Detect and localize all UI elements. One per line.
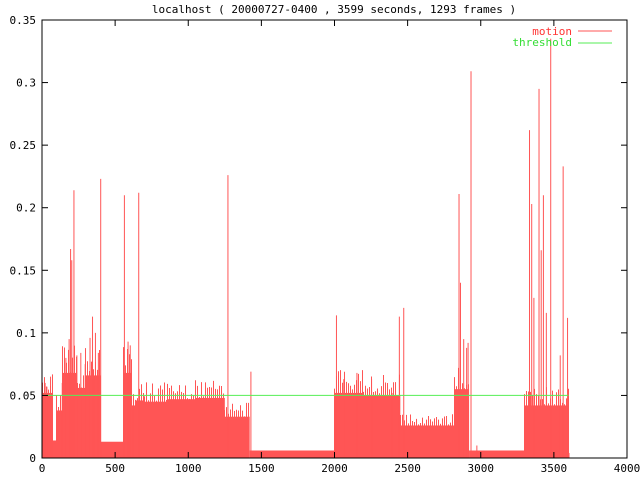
x-tick-label: 3000 [468,462,495,475]
x-tick-label: 3500 [541,462,568,475]
x-tick-label: 2500 [394,462,421,475]
x-tick-label: 1000 [175,462,202,475]
y-tick-label: 0.1 [16,327,36,340]
motion-segment-19 [469,450,525,458]
legend-label-motion: motion [532,25,572,38]
x-tick-label: 1500 [248,462,275,475]
motion-segment-17 [400,425,455,458]
x-tick-label: 0 [39,462,46,475]
y-tick-label: 0.15 [10,264,37,277]
motion-segment-0 [42,392,53,458]
y-tick-label: 0.05 [10,389,37,402]
x-tick-label: 4000 [614,462,640,475]
motion-segment-1 [52,440,57,458]
motion-series [42,38,570,458]
plot-area [42,38,570,458]
legend-label-threshold: threshold [512,36,572,49]
motion-segment-6 [100,441,124,458]
axes: 0 0.05 0.1 0.15 0.2 0.25 0.3 0.35 0 500 1000 1500 20… [10,14,640,475]
y-tick-label: 0.2 [16,202,36,215]
y-tick-label: 0.25 [10,139,37,152]
motion-segment-21 [568,452,570,458]
motion-segment-2 [56,410,63,458]
y-tick-label: 0.3 [16,77,36,90]
y-tick-label: 0 [29,452,36,465]
x-tick-label: 2000 [321,462,348,475]
y-tick-label: 0.35 [10,14,37,27]
legend: motion threshold [512,25,612,49]
x-tick-label: 500 [105,462,125,475]
chart-title: localhost ( 20000727-0400 , 3599 seconds… [152,3,516,16]
motion-segment-14 [249,450,335,458]
